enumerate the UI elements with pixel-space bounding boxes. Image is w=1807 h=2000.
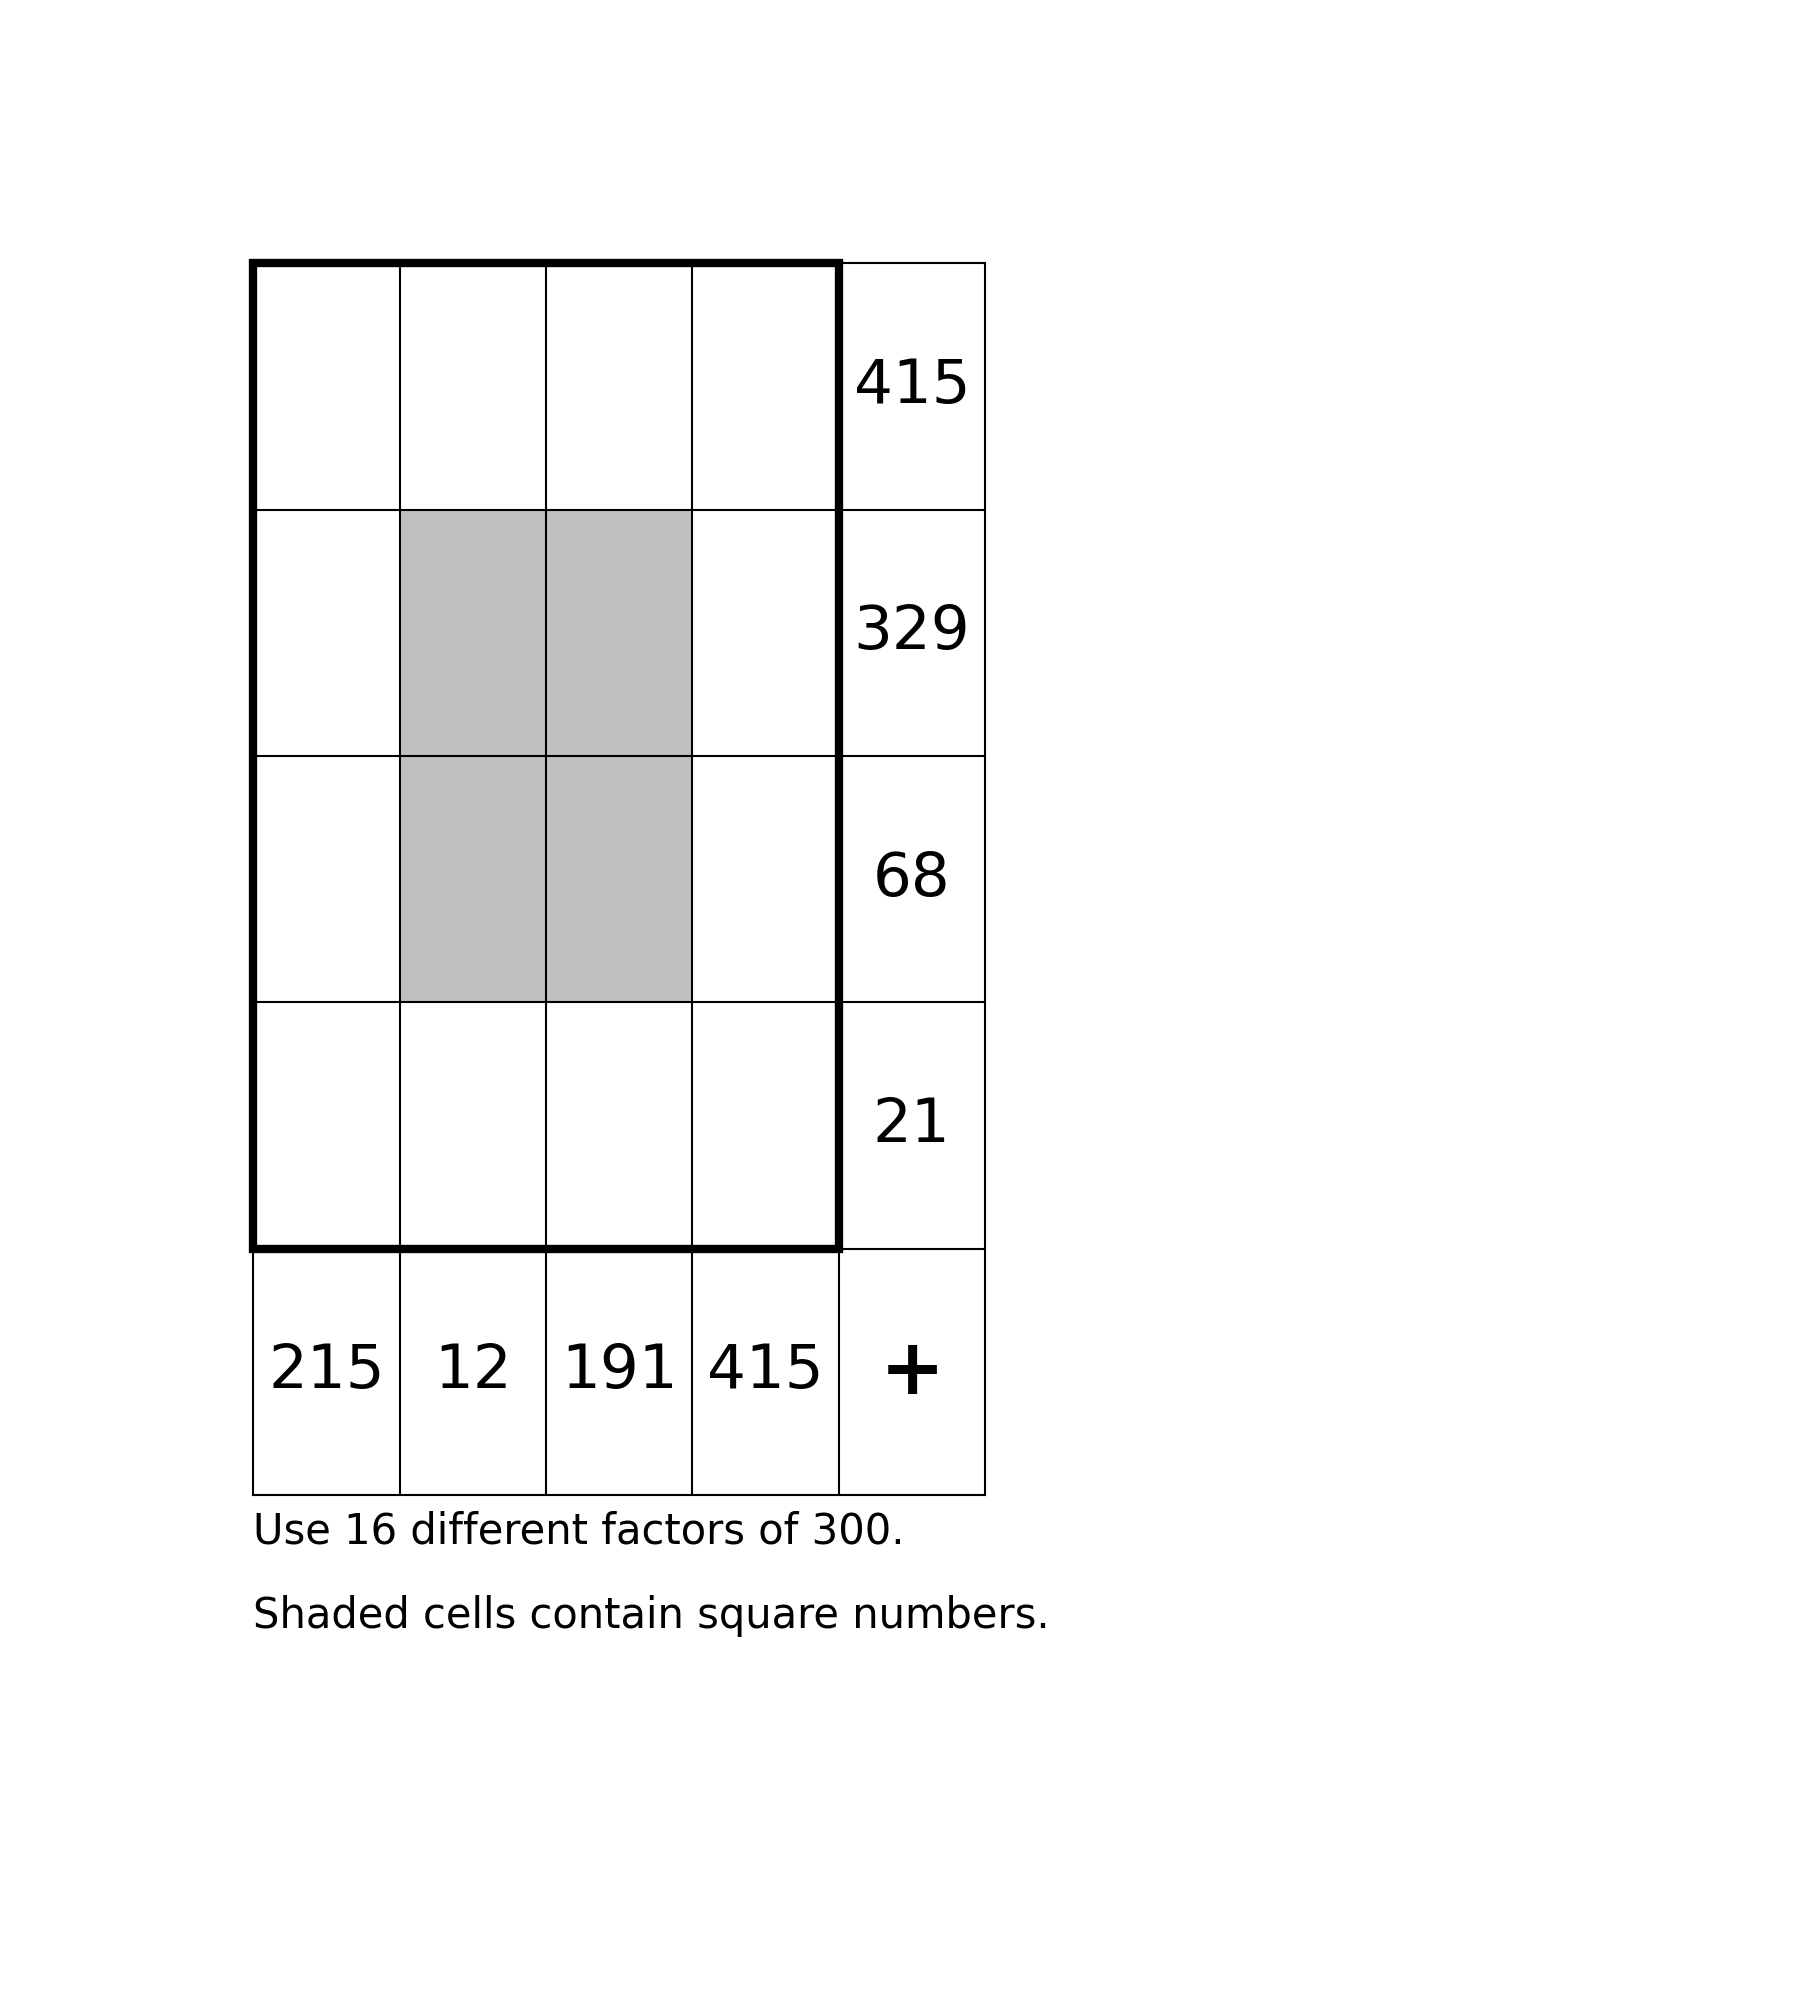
Bar (253, 264, 838, 1248)
Text: 215: 215 (267, 1342, 385, 1402)
Text: +: + (880, 1334, 945, 1410)
Bar (399, 756, 546, 1002)
Text: 12: 12 (434, 1342, 511, 1402)
Text: 191: 191 (560, 1342, 678, 1402)
Text: 415: 415 (707, 1342, 824, 1402)
Bar (546, 510, 692, 756)
Text: 21: 21 (873, 1096, 950, 1156)
Text: 329: 329 (853, 604, 970, 662)
Text: Shaded cells contain square numbers.: Shaded cells contain square numbers. (253, 1596, 1050, 1638)
Text: 68: 68 (873, 850, 950, 908)
Text: Use 16 different factors of 300.: Use 16 different factors of 300. (253, 1510, 905, 1552)
Bar (546, 756, 692, 1002)
Bar (399, 510, 546, 756)
Text: 415: 415 (853, 356, 970, 416)
